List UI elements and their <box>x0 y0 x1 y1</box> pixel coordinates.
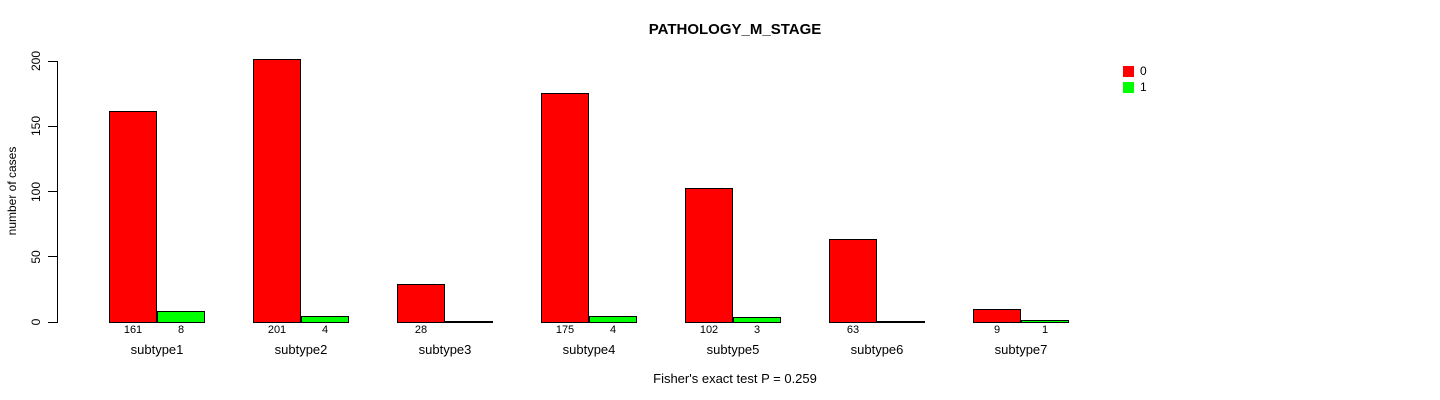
bar-value-label: 4 <box>321 324 329 336</box>
y-tick-label: 0 <box>29 318 43 326</box>
y-tick-label: 200 <box>29 50 43 72</box>
bar-0-subtype4 <box>541 93 589 323</box>
bar-1-subtype3 <box>445 321 493 323</box>
y-tick-label: 150 <box>29 116 43 137</box>
legend-swatch-red-icon <box>1123 65 1134 77</box>
statistical-test-annotation: Fisher's exact test P = 0.259 <box>653 371 817 386</box>
bar-1-subtype5 <box>733 317 781 323</box>
bar-value-label: 63 <box>846 324 860 336</box>
bar-0-subtype3 <box>397 284 445 323</box>
legend: 0 1 <box>1123 65 1147 93</box>
y-tick-mark <box>48 256 57 258</box>
bar-1-subtype4 <box>589 316 637 323</box>
bar-1-subtype7 <box>1021 320 1069 323</box>
bar-value-label: 28 <box>414 324 428 336</box>
x-category-label-subtype5: subtype5 <box>706 342 760 357</box>
x-category-label-subtype7: subtype7 <box>994 342 1048 357</box>
y-tick-mark <box>48 191 57 192</box>
bar-value-label: 1 <box>1041 324 1049 336</box>
bar-1-subtype6 <box>877 321 925 323</box>
bar-value-label: 4 <box>609 324 617 336</box>
bar-value-label: 201 <box>267 324 287 336</box>
bar-0-subtype2 <box>253 59 301 323</box>
legend-swatch-green-icon <box>1123 81 1134 93</box>
y-axis-line <box>57 61 58 323</box>
legend-row: 1 <box>1123 81 1147 93</box>
y-tick-label: 50 <box>29 250 43 264</box>
x-category-label-subtype3: subtype3 <box>418 342 472 357</box>
y-tick-label: 100 <box>29 181 43 202</box>
y-tick-mark <box>48 60 57 62</box>
y-tick-mark <box>48 125 57 127</box>
legend-label: 0 <box>1140 64 1147 78</box>
bar-value-label: 3 <box>753 324 761 336</box>
x-category-label-subtype4: subtype4 <box>562 342 616 357</box>
bar-0-subtype7 <box>973 309 1021 323</box>
bar-1-subtype1 <box>157 311 205 323</box>
x-category-label-subtype1: subtype1 <box>130 342 184 357</box>
bar-value-label: 175 <box>555 324 575 336</box>
bar-1-subtype2 <box>301 316 349 323</box>
legend-row: 0 <box>1123 65 1147 77</box>
bar-value-label: 161 <box>123 324 143 336</box>
bar-value-label: 102 <box>699 324 719 336</box>
bar-value-label: 8 <box>177 324 185 336</box>
bar-0-subtype6 <box>829 239 877 323</box>
bar-0-subtype5 <box>685 188 733 323</box>
bar-0-subtype1 <box>109 111 157 323</box>
bar-value-label: 9 <box>993 324 1001 336</box>
x-category-label-subtype2: subtype2 <box>274 342 328 357</box>
chart-title: PATHOLOGY_M_STAGE <box>648 21 822 38</box>
x-category-label-subtype6: subtype6 <box>850 342 904 357</box>
y-tick-mark <box>48 321 57 323</box>
legend-label: 1 <box>1140 80 1147 94</box>
